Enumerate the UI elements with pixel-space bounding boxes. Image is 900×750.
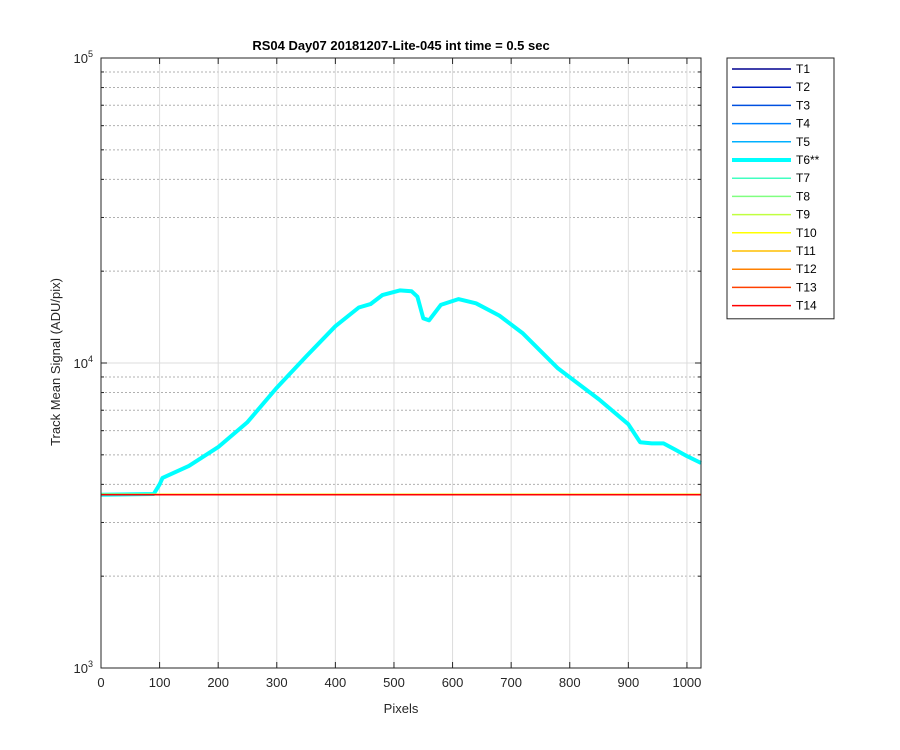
legend: T1 T2 T3 T4 T5 T6** T7 T8 T9 T10 T11 T12 T13 T14: [726, 57, 835, 320]
x-tick-label: 700: [500, 675, 522, 690]
legend-label: T6**: [796, 153, 820, 167]
x-tick-label: 500: [383, 675, 405, 690]
x-tick-label: 400: [325, 675, 347, 690]
legend-box: [726, 57, 835, 320]
legend-label: T11: [796, 244, 816, 258]
x-tick-label: 900: [617, 675, 639, 690]
x-tick-label: 600: [442, 675, 464, 690]
legend-label: T10: [796, 226, 817, 240]
y-axis-label: Track Mean Signal (ADU/pix): [48, 278, 63, 446]
plot-area: 0 100 200 300 400 500 600 700 800 900 1000 103 104 10…: [74, 49, 702, 690]
legend-label: T2: [796, 80, 810, 94]
x-tick-label: 200: [207, 675, 229, 690]
legend-label: T5: [796, 135, 810, 149]
legend-label: T14: [796, 299, 817, 313]
x-tick-label: 300: [266, 675, 288, 690]
legend-label: T7: [796, 171, 810, 185]
x-tick-label: 100: [149, 675, 171, 690]
legend-label: T8: [796, 189, 810, 203]
legend-label: T4: [796, 117, 810, 131]
chart-title: RS04 Day07 20181207-Lite-045 int time = …: [252, 38, 549, 53]
legend-label: T1: [796, 62, 810, 76]
y-tick-label: 104: [74, 354, 93, 371]
legend-label: T13: [796, 280, 817, 294]
legend-label: T12: [796, 262, 817, 276]
x-tick-label: 800: [559, 675, 581, 690]
legend-label: T9: [796, 208, 810, 222]
y-tick-label: 105: [74, 49, 93, 66]
x-tick-label: 0: [97, 675, 104, 690]
series-line-t6: [100, 288, 702, 497]
x-tick-label: 1000: [672, 675, 701, 690]
x-axis-label: Pixels: [384, 701, 419, 716]
legend-label: T3: [796, 98, 810, 112]
y-tick-label: 103: [74, 659, 93, 676]
